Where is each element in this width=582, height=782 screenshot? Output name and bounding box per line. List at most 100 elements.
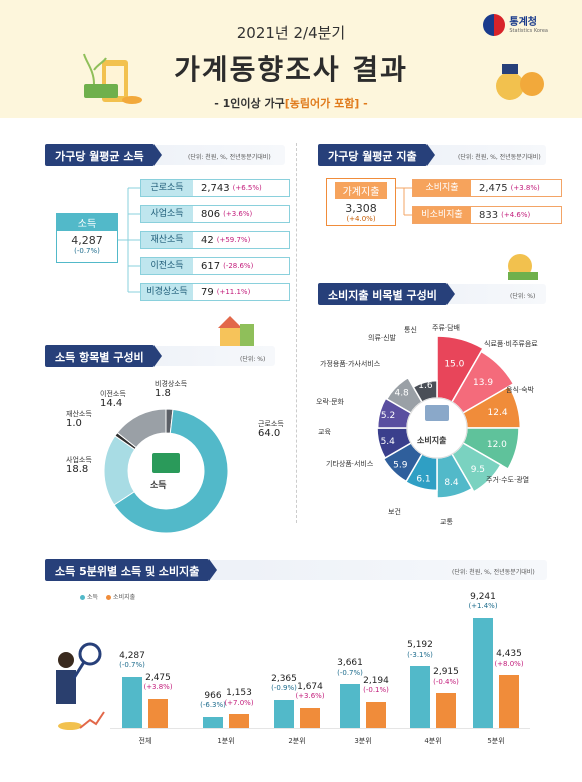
- consumption-bar: [366, 701, 386, 728]
- income-donut-slice: [113, 408, 229, 534]
- bar-change: (-0.9%): [271, 684, 297, 693]
- income-row-value: 42: [201, 234, 214, 246]
- bar-change: (+8.0%): [494, 659, 524, 668]
- consumption-category-label: 교통: [440, 518, 453, 526]
- bar-value: 966: [204, 690, 222, 701]
- income-donut-center-label: 소득: [150, 481, 167, 491]
- bar-label: 4,287 (-0.7%): [112, 651, 152, 669]
- income-donut-label-value: 1.0: [66, 418, 82, 430]
- bar-value: 2,365: [271, 673, 297, 684]
- legend-income: 소득: [80, 592, 98, 601]
- category-label: 1분위: [217, 737, 235, 745]
- legend-consumption: 소비지출: [106, 592, 135, 601]
- expenditure-total-value: 3,308: [345, 202, 377, 215]
- income-donut-label-value: 1.8: [155, 388, 171, 400]
- quintile-legend: 소득 소비지출: [80, 592, 135, 601]
- coins-illustration: [496, 64, 544, 100]
- income-row-label: 이전소득: [141, 258, 193, 274]
- income-row-value: 79: [201, 286, 214, 298]
- bar-label: 966 (-6.3%): [193, 691, 233, 709]
- income-row-value: 617: [201, 260, 221, 272]
- income-bar: [340, 684, 360, 728]
- income-donut-label: 이전소득 14.4: [100, 390, 126, 410]
- income-comp-unit: (단위: %): [240, 356, 266, 363]
- income-row-value: 2,743: [201, 182, 230, 194]
- bar-value: 3,661: [337, 658, 363, 669]
- income-row-change: (+6.5%): [232, 184, 262, 192]
- consumption-category-label: 기타상품·서비스: [326, 460, 374, 468]
- income-section-title: 가구당 월평균 소득: [45, 144, 162, 166]
- consumption-slice-value: 6.1: [416, 474, 430, 484]
- consumption-slice-value: 13.9: [473, 378, 493, 388]
- income-row: 비경상소득 79 (+11.1%): [140, 283, 290, 301]
- income-row: 근로소득 2,743 (+6.5%): [140, 179, 290, 197]
- income-donut-label-name: 이전소득: [100, 390, 126, 398]
- money-bag-illustration: [508, 254, 538, 280]
- income-row-change: (+59.7%): [216, 236, 251, 244]
- category-label: 5분위: [487, 737, 505, 745]
- consumption-category-label: 의류·신발: [368, 334, 396, 342]
- income-row-change: (-28.6%): [223, 262, 254, 270]
- income-row-label: 재산소득: [141, 232, 193, 248]
- bar-label: 2,475 (+3.8%): [138, 673, 178, 691]
- bar-label: 5,192 (-3.1%): [400, 640, 440, 658]
- bar-value: 4,287: [119, 650, 145, 661]
- income-row-label: 사업소득: [141, 206, 193, 222]
- income-row: 재산소득 42 (+59.7%): [140, 231, 290, 249]
- bar-value: 9,241: [470, 592, 496, 602]
- expenditure-total-label: 가계지출: [335, 182, 387, 199]
- income-donut-label-name: 재산소득: [66, 410, 92, 418]
- bar-change: (+3.6%): [295, 692, 325, 701]
- expenditure-row-nonconsumption: 비소비지출 833 (+4.6%): [412, 206, 562, 224]
- income-bar: [122, 676, 142, 728]
- consumption-slice-value: 12.0: [487, 440, 507, 450]
- bar-label: 9,241 (+1.4%): [463, 592, 503, 610]
- consumption-donut-center-label: 소비지출: [417, 436, 447, 445]
- analyst-illustration: [56, 642, 105, 730]
- consumption-category-label: 주류·담배: [432, 324, 460, 332]
- income-donut-label: 근로소득 64.0: [258, 420, 284, 440]
- consumption-slice-value: 5.9: [393, 461, 408, 471]
- consumption-category-label: 오락·문화: [316, 398, 344, 406]
- expenditure-section-title: 가구당 월평균 지출: [318, 144, 435, 166]
- category-label: 2분위: [288, 737, 306, 745]
- column-divider: [296, 143, 297, 523]
- income-total-value: 4,287: [71, 234, 103, 247]
- income-donut-slice: [116, 408, 167, 449]
- income-row: 사업소득 806 (+3.6%): [140, 205, 290, 223]
- bar-change: (-0.7%): [337, 668, 363, 677]
- consumption-slice-value: 4.8: [394, 389, 409, 399]
- consumption-bar: [436, 693, 456, 728]
- consumption-category-label: 주거·수도·광열: [486, 476, 530, 484]
- consumption-donut-hole: [406, 397, 468, 459]
- consumption-section-title: 소비지출 비목별 구성비: [318, 283, 455, 305]
- income-row-label: 근로소득: [141, 180, 193, 196]
- bar-value: 2,194: [363, 675, 389, 686]
- page-note: - 1인이상 가구[농림어가 포함] -: [0, 95, 582, 111]
- income-row-change: (+11.1%): [216, 288, 251, 296]
- consumption-category-label: 가정용품·가사서비스: [320, 360, 381, 368]
- bar-label: 1,153 (+7.0%): [219, 688, 259, 706]
- consumption-bar: [499, 675, 519, 728]
- bar-change: (+7.0%): [224, 698, 254, 707]
- consumption-slice-value: 5.2: [381, 411, 395, 421]
- bar-change: (+1.4%): [468, 602, 498, 611]
- note-suffix: [농림어가 포함] -: [284, 97, 368, 110]
- shopping-icon: [425, 405, 449, 421]
- income-bar: [473, 618, 493, 728]
- consumption-slice-value: 12.4: [488, 408, 508, 418]
- expenditure-row-value: 833: [479, 209, 499, 221]
- quintile-section-title: 소득 5분위별 소득 및 소비지출: [45, 559, 218, 581]
- bar-change: (-0.1%): [363, 686, 389, 695]
- income-row-label: 비경상소득: [141, 284, 193, 300]
- expenditure-row-value: 2,475: [479, 182, 508, 194]
- logo-name: 통계청: [509, 16, 537, 28]
- income-donut-label-name: 근로소득: [258, 420, 284, 428]
- consumption-slice-value: 5.4: [381, 437, 396, 447]
- bar-change: (-0.4%): [433, 677, 459, 686]
- income-bar: [203, 716, 223, 728]
- income-bar: [410, 666, 430, 728]
- bar-value: 1,674: [297, 682, 323, 693]
- income-donut-label: 사업소득 18.8: [66, 456, 92, 476]
- consumption-category-label: 교육: [318, 428, 331, 436]
